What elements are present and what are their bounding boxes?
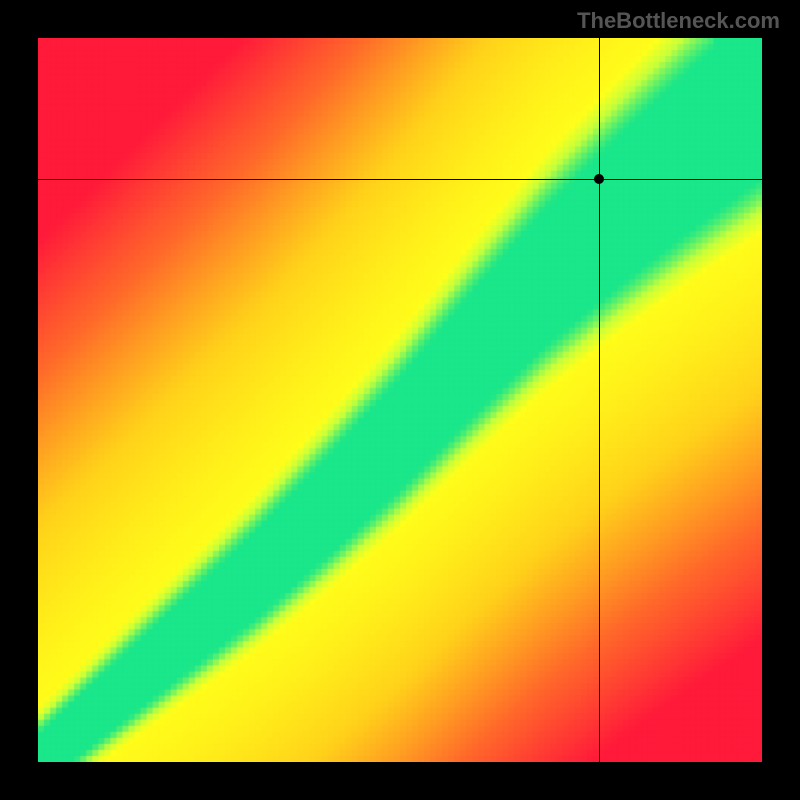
watermark-text: TheBottleneck.com <box>577 8 780 34</box>
crosshair-horizontal <box>38 179 762 180</box>
bottleneck-heatmap <box>38 38 762 762</box>
heatmap-canvas <box>38 38 762 762</box>
crosshair-vertical <box>599 38 600 762</box>
marker-dot <box>594 174 604 184</box>
